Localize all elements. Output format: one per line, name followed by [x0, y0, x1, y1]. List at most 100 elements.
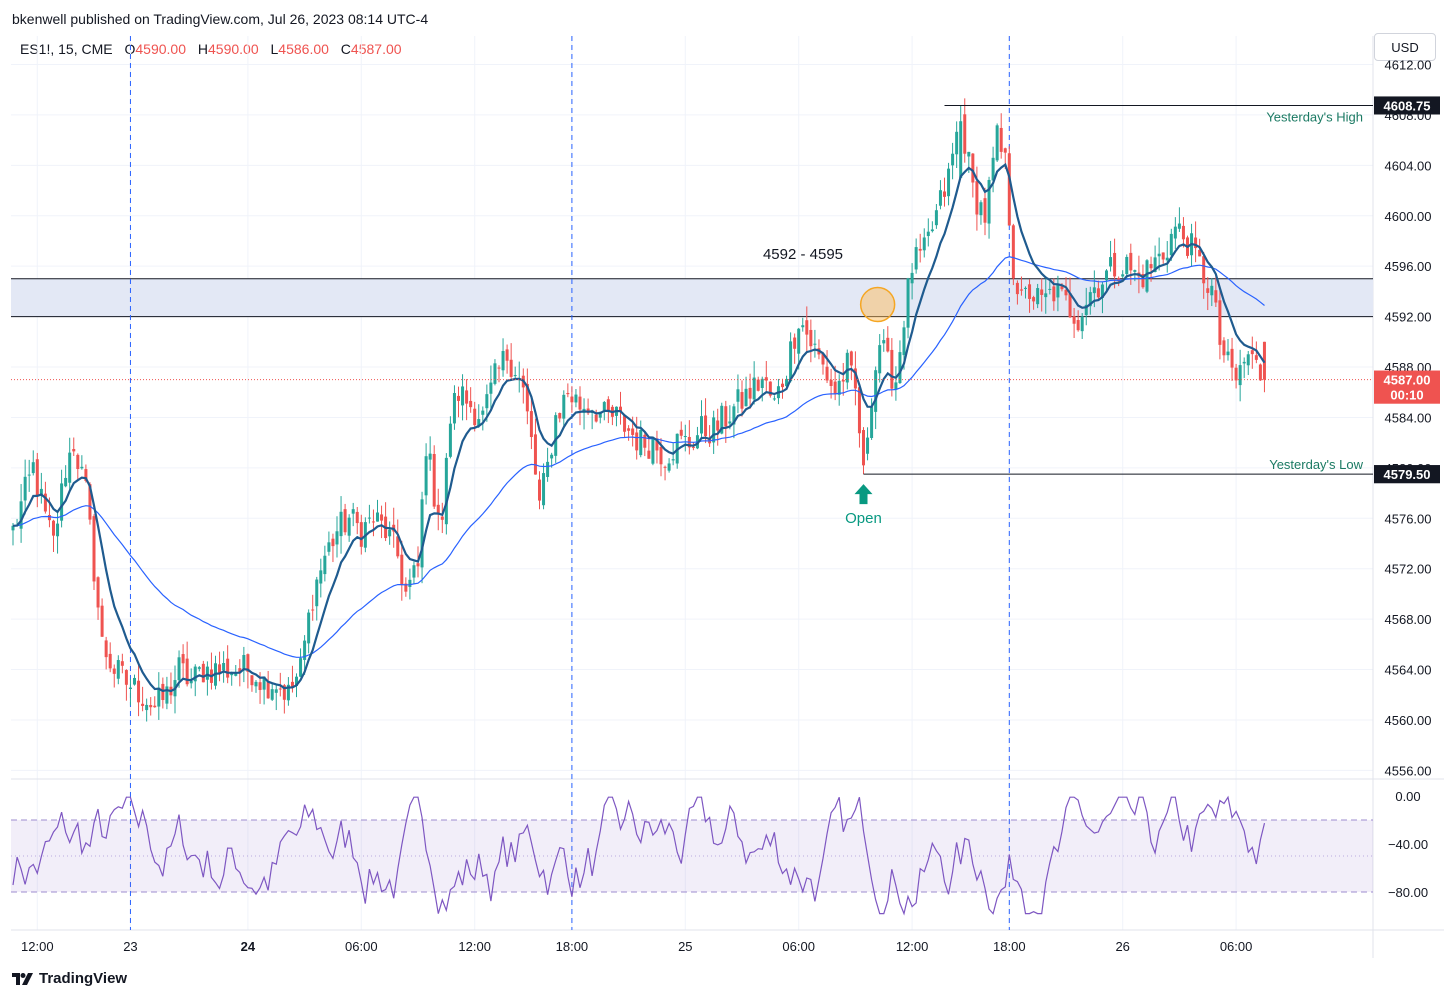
candle[interactable]	[331, 533, 335, 563]
candle[interactable]	[744, 376, 748, 407]
candle[interactable]	[153, 696, 157, 708]
candle[interactable]	[1202, 251, 1206, 299]
candle[interactable]	[327, 531, 331, 556]
candle[interactable]	[890, 338, 894, 397]
candle[interactable]	[1218, 288, 1222, 360]
candle[interactable]	[274, 683, 278, 711]
candle[interactable]	[193, 664, 197, 697]
candle[interactable]	[862, 427, 865, 475]
candle[interactable]	[647, 437, 651, 459]
candle[interactable]	[351, 502, 355, 527]
candle[interactable]	[878, 334, 882, 383]
candle[interactable]	[1230, 337, 1234, 381]
candle[interactable]	[813, 329, 817, 358]
candle[interactable]	[35, 452, 39, 508]
candle[interactable]	[542, 463, 546, 510]
candle[interactable]	[226, 645, 230, 684]
candle[interactable]	[1169, 228, 1173, 261]
candle[interactable]	[408, 568, 412, 600]
candle[interactable]	[1032, 295, 1036, 310]
candle[interactable]	[906, 277, 910, 339]
candle[interactable]	[841, 362, 845, 396]
candle[interactable]	[849, 350, 853, 379]
candle[interactable]	[1117, 276, 1121, 287]
candle[interactable]	[687, 420, 691, 455]
candle[interactable]	[299, 648, 303, 678]
candle[interactable]	[736, 374, 740, 414]
candle[interactable]	[999, 113, 1003, 159]
candle[interactable]	[116, 655, 120, 685]
candle[interactable]	[222, 651, 226, 683]
candle[interactable]	[574, 389, 578, 408]
candle[interactable]	[149, 697, 153, 716]
candle[interactable]	[444, 453, 448, 535]
candle[interactable]	[335, 516, 339, 558]
candle[interactable]	[380, 505, 384, 539]
candle[interactable]	[1076, 310, 1080, 332]
candle[interactable]	[1262, 341, 1266, 393]
candle[interactable]	[1238, 349, 1242, 402]
currency-button[interactable]: USD	[1374, 33, 1436, 61]
open-arrow-icon[interactable]	[854, 484, 873, 505]
candle[interactable]	[452, 385, 456, 430]
candle[interactable]	[643, 433, 647, 457]
candle[interactable]	[489, 365, 493, 410]
candle[interactable]	[886, 326, 890, 353]
candle[interactable]	[76, 453, 80, 480]
candle[interactable]	[857, 385, 861, 448]
candle[interactable]	[497, 365, 501, 383]
candle[interactable]	[201, 660, 205, 683]
candle[interactable]	[667, 458, 671, 473]
candle[interactable]	[1246, 350, 1250, 376]
candle[interactable]	[56, 512, 60, 554]
candle[interactable]	[1019, 276, 1023, 296]
candle[interactable]	[756, 376, 760, 392]
candle[interactable]	[1181, 217, 1185, 248]
candle[interactable]	[1080, 313, 1084, 339]
candle[interactable]	[80, 455, 84, 470]
candle[interactable]	[853, 351, 857, 406]
candle[interactable]	[359, 514, 363, 555]
candle[interactable]	[254, 679, 258, 693]
candle[interactable]	[469, 387, 473, 413]
candle[interactable]	[582, 398, 586, 430]
candle[interactable]	[1056, 275, 1060, 312]
candle[interactable]	[627, 425, 631, 441]
candle[interactable]	[525, 368, 529, 425]
candle[interactable]	[894, 366, 898, 401]
candle[interactable]	[1109, 240, 1113, 272]
candle[interactable]	[995, 123, 999, 162]
candle[interactable]	[695, 426, 699, 450]
candle[interactable]	[214, 655, 217, 690]
candle[interactable]	[448, 416, 452, 459]
candle[interactable]	[384, 502, 388, 542]
candle[interactable]	[538, 471, 541, 510]
candle[interactable]	[1096, 280, 1100, 301]
candle[interactable]	[934, 204, 938, 229]
candle[interactable]	[100, 598, 104, 637]
candle[interactable]	[52, 519, 55, 552]
candle[interactable]	[866, 427, 870, 461]
candle[interactable]	[772, 395, 776, 401]
candle[interactable]	[752, 361, 756, 405]
candle[interactable]	[614, 406, 618, 427]
candle[interactable]	[205, 661, 209, 696]
candle[interactable]	[270, 683, 274, 702]
candle[interactable]	[165, 676, 169, 710]
candle[interactable]	[768, 381, 772, 398]
candle[interactable]	[1072, 307, 1076, 339]
candle[interactable]	[1153, 245, 1157, 273]
candle[interactable]	[594, 409, 598, 423]
candle[interactable]	[922, 228, 926, 258]
candle[interactable]	[951, 142, 955, 180]
candle[interactable]	[31, 450, 35, 476]
candle[interactable]	[558, 412, 562, 423]
candle[interactable]	[801, 317, 805, 332]
candle[interactable]	[242, 646, 246, 683]
candle[interactable]	[145, 698, 149, 722]
candle[interactable]	[404, 577, 408, 597]
candle[interactable]	[959, 105, 963, 178]
candle[interactable]	[509, 343, 513, 381]
candle[interactable]	[1048, 281, 1052, 295]
